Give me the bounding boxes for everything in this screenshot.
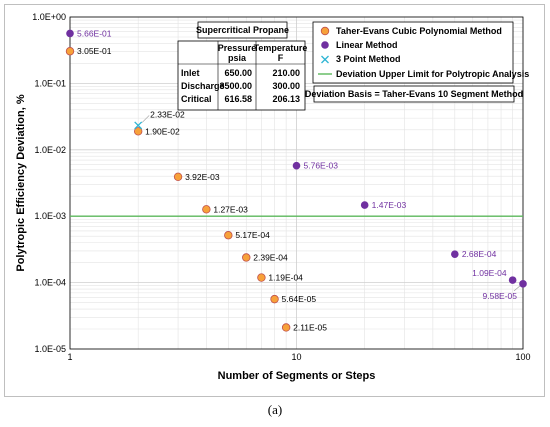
data-label: 5.64E-05 bbox=[282, 294, 317, 304]
data-point-taher-evans bbox=[202, 205, 211, 214]
legend-label-3-point: 3 Point Method bbox=[336, 54, 401, 64]
legend-box bbox=[312, 21, 514, 84]
table-title-box bbox=[197, 21, 288, 39]
x-tick-label: 1 bbox=[67, 352, 72, 362]
data-point-taher-evans bbox=[242, 253, 251, 262]
data-label: 1.47E-03 bbox=[372, 200, 407, 210]
data-point-taher-evans bbox=[270, 294, 279, 304]
data-point-linear bbox=[519, 280, 527, 288]
leader-line bbox=[141, 115, 150, 123]
table-header-pressure: Pressure bbox=[218, 43, 257, 53]
table-cell-discharge-pressure: 3500.00 bbox=[219, 81, 252, 91]
y-tick-label: 1.0E-04 bbox=[34, 278, 66, 288]
data-points bbox=[65, 29, 527, 332]
data-labels: 3.05E-01 1.90E-02 3.92E-03 1.27E-03 5.17E-04… bbox=[77, 28, 517, 332]
data-label: 9.58E-05 bbox=[483, 291, 518, 301]
data-label: 1.09E-04 bbox=[472, 268, 507, 278]
x-tick-labels: 1 10 100 bbox=[67, 352, 530, 362]
table-cell-critical-temperature: 206.13 bbox=[272, 94, 300, 104]
data-point-linear bbox=[360, 201, 369, 209]
data-label: 5.17E-04 bbox=[235, 230, 270, 240]
legend-label-taher-evans: Taher-Evans Cubic Polynomial Method bbox=[336, 26, 502, 36]
y-tick-label: 1.0E-02 bbox=[34, 145, 66, 155]
data-point-taher-evans bbox=[281, 323, 291, 332]
legend-marker-linear bbox=[321, 41, 329, 49]
table-cell-discharge-temperature: 300.00 bbox=[272, 81, 300, 91]
data-label: 2.33E-02 bbox=[150, 109, 185, 119]
leader-line bbox=[513, 285, 521, 292]
annotation-box bbox=[313, 85, 515, 103]
x-tick-label: 10 bbox=[291, 352, 301, 362]
legend-marker-taher-evans bbox=[320, 26, 330, 36]
data-table: Supercritical Propane Pressure psia Temp… bbox=[177, 21, 308, 111]
plot-area-border bbox=[69, 16, 524, 350]
annotation: Deviation Basis = Taher-Evans 10 Segment… bbox=[305, 85, 523, 103]
table-row-label-critical: Critical bbox=[181, 94, 212, 104]
table-title: Supercritical Propane bbox=[196, 25, 289, 35]
data-label: 5.66E-01 bbox=[77, 28, 112, 38]
table-row-label-inlet: Inlet bbox=[181, 68, 200, 78]
legend: Taher-Evans Cubic Polynomial Method Line… bbox=[312, 21, 529, 84]
x-axis-title: Number of Segments or Steps bbox=[218, 370, 376, 382]
table-box bbox=[177, 40, 306, 111]
legend-label-deviation-limit: Deviation Upper Limit for Polytropic Ana… bbox=[336, 69, 529, 79]
table-header-temperature: Temperature bbox=[254, 43, 308, 53]
data-label: 2.39E-04 bbox=[253, 252, 288, 262]
table-cell-critical-pressure: 616.58 bbox=[224, 94, 252, 104]
data-point-taher-evans bbox=[65, 47, 75, 56]
table-cell-inlet-pressure: 650.00 bbox=[224, 68, 252, 78]
data-label: 3.05E-01 bbox=[77, 46, 112, 56]
data-label: 1.90E-02 bbox=[145, 126, 180, 136]
data-point-taher-evans bbox=[133, 127, 143, 136]
legend-marker-3-point bbox=[321, 55, 329, 64]
data-point-linear bbox=[292, 161, 301, 170]
x-tick-label: 100 bbox=[515, 352, 530, 362]
table-header-f: F bbox=[278, 53, 284, 63]
data-label: 2.68E-04 bbox=[462, 249, 497, 259]
data-point-linear bbox=[451, 250, 459, 258]
table-row-label-discharge: Discharge bbox=[181, 81, 225, 91]
legend-label-linear: Linear Method bbox=[336, 40, 398, 50]
data-point-3-point bbox=[134, 121, 143, 130]
data-label: 1.27E-03 bbox=[213, 204, 248, 214]
data-label: 3.92E-03 bbox=[185, 172, 220, 182]
y-tick-label: 1.0E+00 bbox=[32, 12, 66, 22]
data-point-linear bbox=[508, 276, 517, 284]
data-point-linear bbox=[66, 29, 74, 38]
y-tick-label: 1.0E-01 bbox=[34, 78, 66, 88]
data-point-taher-evans bbox=[257, 273, 266, 282]
data-label: 1.19E-04 bbox=[268, 273, 303, 283]
annotation-text: Deviation Basis = Taher-Evans 10 Segment… bbox=[305, 89, 523, 99]
y-axis-title: Polytropic Efficiency Deviation, % bbox=[15, 94, 27, 271]
table-cell-inlet-temperature: 210.00 bbox=[272, 68, 300, 78]
figure-caption: (a) bbox=[267, 402, 283, 417]
data-point-taher-evans bbox=[224, 231, 233, 240]
y-tick-label: 1.0E-05 bbox=[34, 344, 66, 354]
data-label: 2.11E-05 bbox=[293, 322, 327, 332]
data-point-taher-evans bbox=[173, 172, 183, 182]
table-header-psia: psia bbox=[228, 53, 247, 63]
data-label: 5.76E-03 bbox=[304, 161, 339, 171]
y-tick-labels: 1.0E+00 1.0E-01 1.0E-02 1.0E-03 1.0E-04 1.0E-… bbox=[32, 12, 66, 354]
y-tick-label: 1.0E-03 bbox=[34, 211, 66, 221]
